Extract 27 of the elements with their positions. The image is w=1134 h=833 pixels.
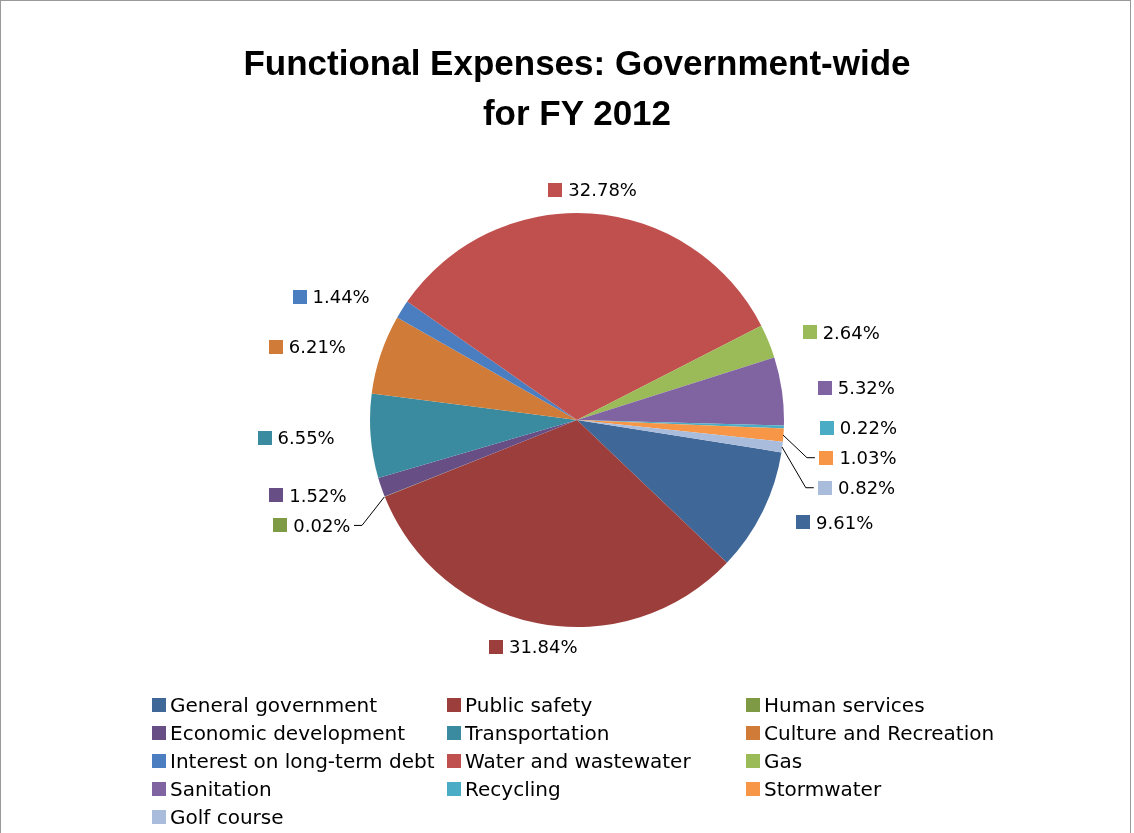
data-label: 2.64% [822, 321, 880, 343]
data-label: 1.44% [312, 286, 370, 308]
data-label: 6.21% [288, 336, 346, 358]
chart-title: Functional Expenses: Government-wide for FY 2012 [242, 42, 912, 134]
data-label: 31.84% [508, 636, 578, 658]
legend-label: Transportation [465, 721, 610, 745]
legend-label: Economic development [170, 721, 406, 745]
legend-label: Golf course [170, 805, 284, 829]
data-label: 0.22% [839, 417, 898, 439]
legend-label: Public safety [465, 693, 593, 717]
legend-label: Human services [764, 693, 925, 717]
legend-label: Recycling [465, 777, 561, 801]
data-label: 1.03% [839, 447, 897, 469]
data-label: 9.61% [816, 511, 874, 533]
data-label: 6.55% [277, 427, 335, 449]
legend-label: Gas [764, 749, 803, 773]
data-label: 1.52% [289, 484, 347, 506]
legend-label: Sanitation [170, 777, 272, 801]
legend-label: General government [170, 693, 378, 717]
legend-label: Culture and Recreation [764, 721, 995, 745]
data-label: 0.82% [838, 477, 896, 499]
legend-label: Interest on long-term debt [170, 749, 435, 773]
data-label: 0.02% [293, 514, 351, 536]
data-label: 5.32% [837, 377, 895, 399]
data-label: 32.78% [568, 179, 637, 201]
legend-label: Water and wastewater [465, 749, 691, 773]
legend-label: Stormwater [764, 777, 882, 801]
